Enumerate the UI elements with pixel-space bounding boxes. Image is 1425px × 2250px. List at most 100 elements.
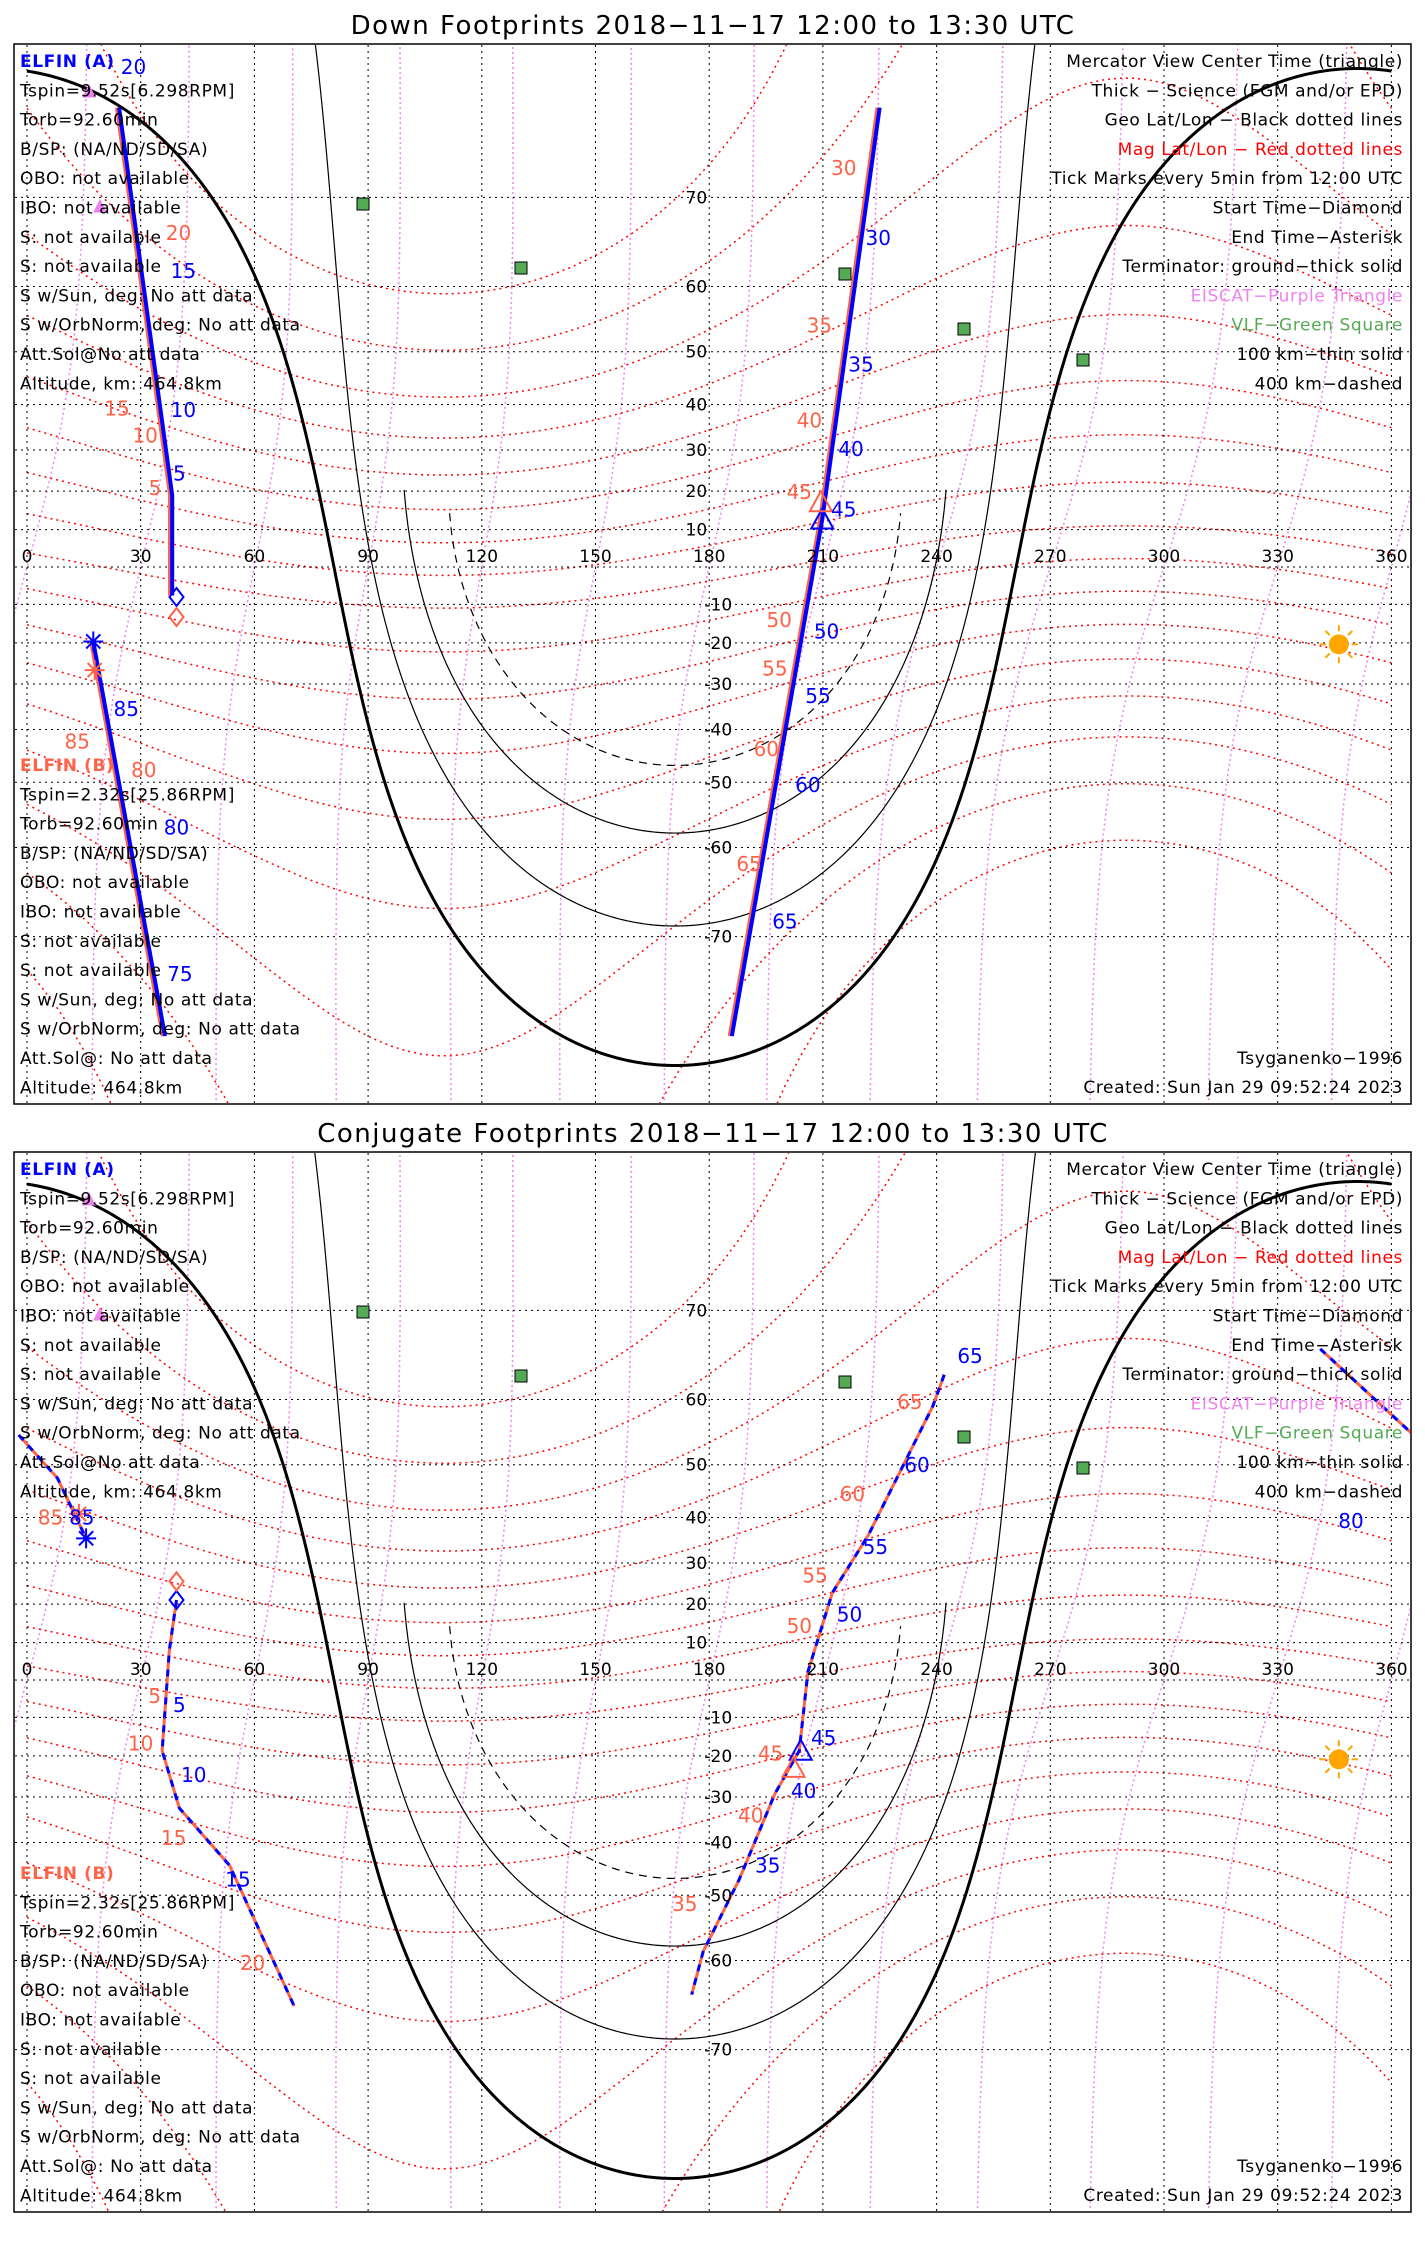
lat-label: 40 bbox=[686, 1509, 708, 1529]
mag-lat-line bbox=[26, 557, 1392, 653]
elfin-a-tick-label: 55 bbox=[805, 684, 830, 708]
elfin-a-tick-label: 60 bbox=[904, 1453, 929, 1477]
mag-lat-line bbox=[26, 1337, 1392, 1552]
elfin-a-info-line: B/SP: (NA/ND/SD/SA) bbox=[20, 1248, 208, 1268]
vlf-station-square bbox=[514, 261, 528, 275]
elfin-b-info-line: OBO: not available bbox=[20, 873, 190, 893]
elfin-b-info-line: S: not available bbox=[20, 2069, 162, 2089]
elfin-a-info-line: B/SP: (NA/ND/SD/SA) bbox=[20, 140, 208, 160]
elfin-b-info-line: Altitude: 464.8km bbox=[20, 1078, 183, 1098]
lat-label: 10 bbox=[686, 521, 708, 541]
lat-label: 30 bbox=[686, 441, 708, 461]
elfin-a-tick-label: 50 bbox=[814, 619, 839, 643]
elfin-b-tick-label: 60 bbox=[840, 1482, 865, 1506]
elfin-b-tick-label: 55 bbox=[802, 1564, 827, 1588]
elfin-b-tick-label: 40 bbox=[738, 1803, 763, 1827]
elfin-b-track bbox=[727, 107, 880, 1037]
elfin-b-tick-label: 20 bbox=[166, 221, 191, 245]
mag-lon-line bbox=[15, 45, 88, 615]
elfin-a-info-line: S w/OrbNorm, deg: No att data bbox=[20, 1424, 301, 1444]
eiscat-triangle bbox=[93, 198, 107, 213]
elfin-b-tick-label: 50 bbox=[787, 1614, 812, 1638]
lon-label: 150 bbox=[579, 1660, 611, 1680]
elfin-a-info-line: S: not available bbox=[20, 1365, 162, 1385]
mag-lon-line bbox=[663, 1153, 755, 2211]
mag-lon-line bbox=[215, 1153, 294, 2211]
vlf-station-square bbox=[1076, 1461, 1090, 1475]
lat-label: -60 bbox=[704, 839, 732, 859]
elfin-a-tick-label: 35 bbox=[848, 352, 873, 376]
lat-label: 50 bbox=[686, 1456, 708, 1476]
center-time-triangle bbox=[788, 1737, 814, 1761]
lat-label: -50 bbox=[704, 773, 732, 793]
lat-label: 60 bbox=[686, 277, 708, 297]
elfin-a-tick-label: 55 bbox=[863, 1535, 888, 1559]
elfin-a-track bbox=[160, 1599, 296, 2007]
vlf-station-square bbox=[1076, 353, 1090, 367]
elfin-b-track bbox=[1319, 1347, 1410, 1434]
legend-line: End Time−Asterisk bbox=[1231, 1336, 1403, 1356]
legend-line: 400 km−dashed bbox=[1255, 374, 1403, 394]
center-time-triangle bbox=[808, 489, 834, 513]
elfin-a-info-line: Altitude, km: 464.8km bbox=[20, 1482, 222, 1502]
elfin-a-info-line: Tspin=9.52s[6.298RPM] bbox=[19, 1189, 235, 1209]
elfin-b-tick-label: 15 bbox=[104, 397, 129, 421]
elfin-a-info-line: Torb=92.60min bbox=[19, 1219, 158, 1239]
lon-label: 120 bbox=[466, 547, 498, 567]
sun-icon bbox=[1319, 1740, 1358, 1779]
vlf-station-square bbox=[838, 1375, 852, 1389]
terminator-thin bbox=[403, 1602, 947, 1947]
mag-lon-line bbox=[335, 1153, 402, 2211]
lon-label: 270 bbox=[1034, 1660, 1066, 1680]
sun-disc bbox=[1328, 634, 1349, 655]
elfin-b-info-line: Tspin=2.32s[25.86RPM] bbox=[19, 1893, 235, 1913]
elfin-b-info-line: S w/Sun, deg: No att data bbox=[20, 2098, 253, 2118]
elfin-a-info-line: Torb=92.60min bbox=[19, 111, 158, 131]
elfin-a-tick-label: 65 bbox=[957, 1344, 982, 1368]
legend-line: Thick − Science (FGM and/or EPD) bbox=[1090, 81, 1403, 101]
lon-label: 300 bbox=[1148, 547, 1180, 567]
legend-line: Tick Marks every 5min from 12:00 UTC bbox=[1050, 169, 1403, 189]
elfin-b-track bbox=[160, 1599, 296, 2007]
lat-label: -50 bbox=[704, 1886, 732, 1906]
elfin-b-tick-label: 45 bbox=[758, 1742, 783, 1766]
end-asterisk bbox=[71, 1506, 87, 1522]
lon-label: 330 bbox=[1261, 547, 1293, 567]
elfin-a-info-line: Att.Sol@No att data bbox=[20, 345, 200, 365]
legend-line: Geo Lat/Lon − Black dotted lines bbox=[1105, 1219, 1403, 1239]
start-diamond bbox=[168, 586, 185, 608]
elfin-a-tick-label: 30 bbox=[865, 226, 890, 250]
sun-ray bbox=[1347, 1767, 1353, 1774]
elfin-a-info-line: S w/OrbNorm, deg: No att data bbox=[20, 316, 301, 336]
elfin-b-track bbox=[89, 641, 165, 1037]
elfin-b-tick-label: 5 bbox=[149, 476, 162, 500]
elfin-a-info-line: IBO: not available bbox=[20, 199, 181, 219]
legend-line: Terminator: ground−thick solid bbox=[1121, 257, 1403, 277]
lat-label: -40 bbox=[704, 1833, 732, 1853]
lon-label: 180 bbox=[693, 547, 725, 567]
created-timestamp: Created: Sun Jan 29 09:52:24 2023 bbox=[1083, 2186, 1403, 2206]
mag-lon-line bbox=[1207, 1153, 1348, 2211]
lon-label: 210 bbox=[807, 1660, 839, 1680]
lon-label: 270 bbox=[1034, 547, 1066, 567]
lon-label: 330 bbox=[1261, 1660, 1293, 1680]
map-frame bbox=[13, 43, 1412, 1105]
created-timestamp: Created: Sun Jan 29 09:52:24 2023 bbox=[1083, 1078, 1403, 1098]
elfin-b-info-line: OBO: not available bbox=[20, 1981, 190, 2001]
legend-line: Start Time−Diamond bbox=[1213, 199, 1403, 219]
legend-line: Thick − Science (FGM and/or EPD) bbox=[1090, 1189, 1403, 1209]
elfin-b-tick-label: 35 bbox=[672, 1892, 697, 1916]
lat-label: -20 bbox=[704, 634, 732, 654]
lat-label: 20 bbox=[686, 1595, 708, 1615]
panel-conjugate: Conjugate Footprints 2018−11−17 12:00 to… bbox=[13, 1119, 1412, 2213]
elfin-a-track bbox=[117, 107, 175, 596]
lon-label: 30 bbox=[130, 547, 152, 567]
eiscat-triangle bbox=[82, 1191, 96, 1206]
mag-lon-line bbox=[1330, 1606, 1410, 2211]
elfin-a-info-line: S: not available bbox=[20, 257, 162, 277]
vlf-station-square bbox=[514, 1369, 528, 1383]
elfin-a-info-line: OBO: not available bbox=[20, 169, 190, 189]
elfin-a-tick-label: 5 bbox=[173, 1693, 186, 1717]
elfin-b-info-line: S: not available bbox=[20, 961, 162, 981]
